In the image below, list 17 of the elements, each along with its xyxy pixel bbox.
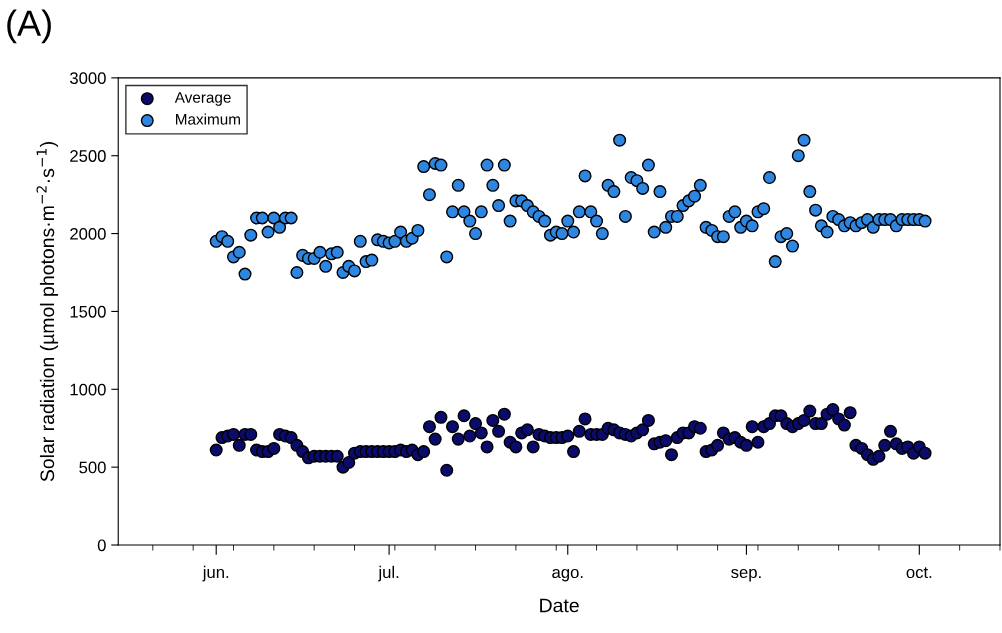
y-axis-title: Solar radiation (µmol photons·m$^{−2}$·s$^{−1}$) (36, 142, 59, 482)
x-tick-label: jul. (378, 565, 399, 582)
x-tick-label: jun. (202, 565, 229, 582)
y-tick-label: 2500 (70, 150, 106, 162)
x-tick-label: ago. (552, 568, 583, 582)
y-tick-label: 1500 (70, 305, 106, 318)
y-tick-label: 3000 (69, 72, 106, 85)
x-axis-title: Date (540, 598, 579, 613)
y-tick-label: 1000 (70, 383, 106, 396)
legend-label: Average (174, 92, 231, 106)
y-tick-label: 500 (79, 461, 106, 474)
legend-label: Maximum (176, 113, 240, 125)
x-tick-label: sep. (731, 568, 761, 582)
x-tick-label: oct. (906, 567, 932, 579)
y-tick-label: 0 (97, 539, 106, 552)
y-tick-label: 2000 (70, 227, 106, 240)
chart-title: (A) (7, 9, 51, 44)
